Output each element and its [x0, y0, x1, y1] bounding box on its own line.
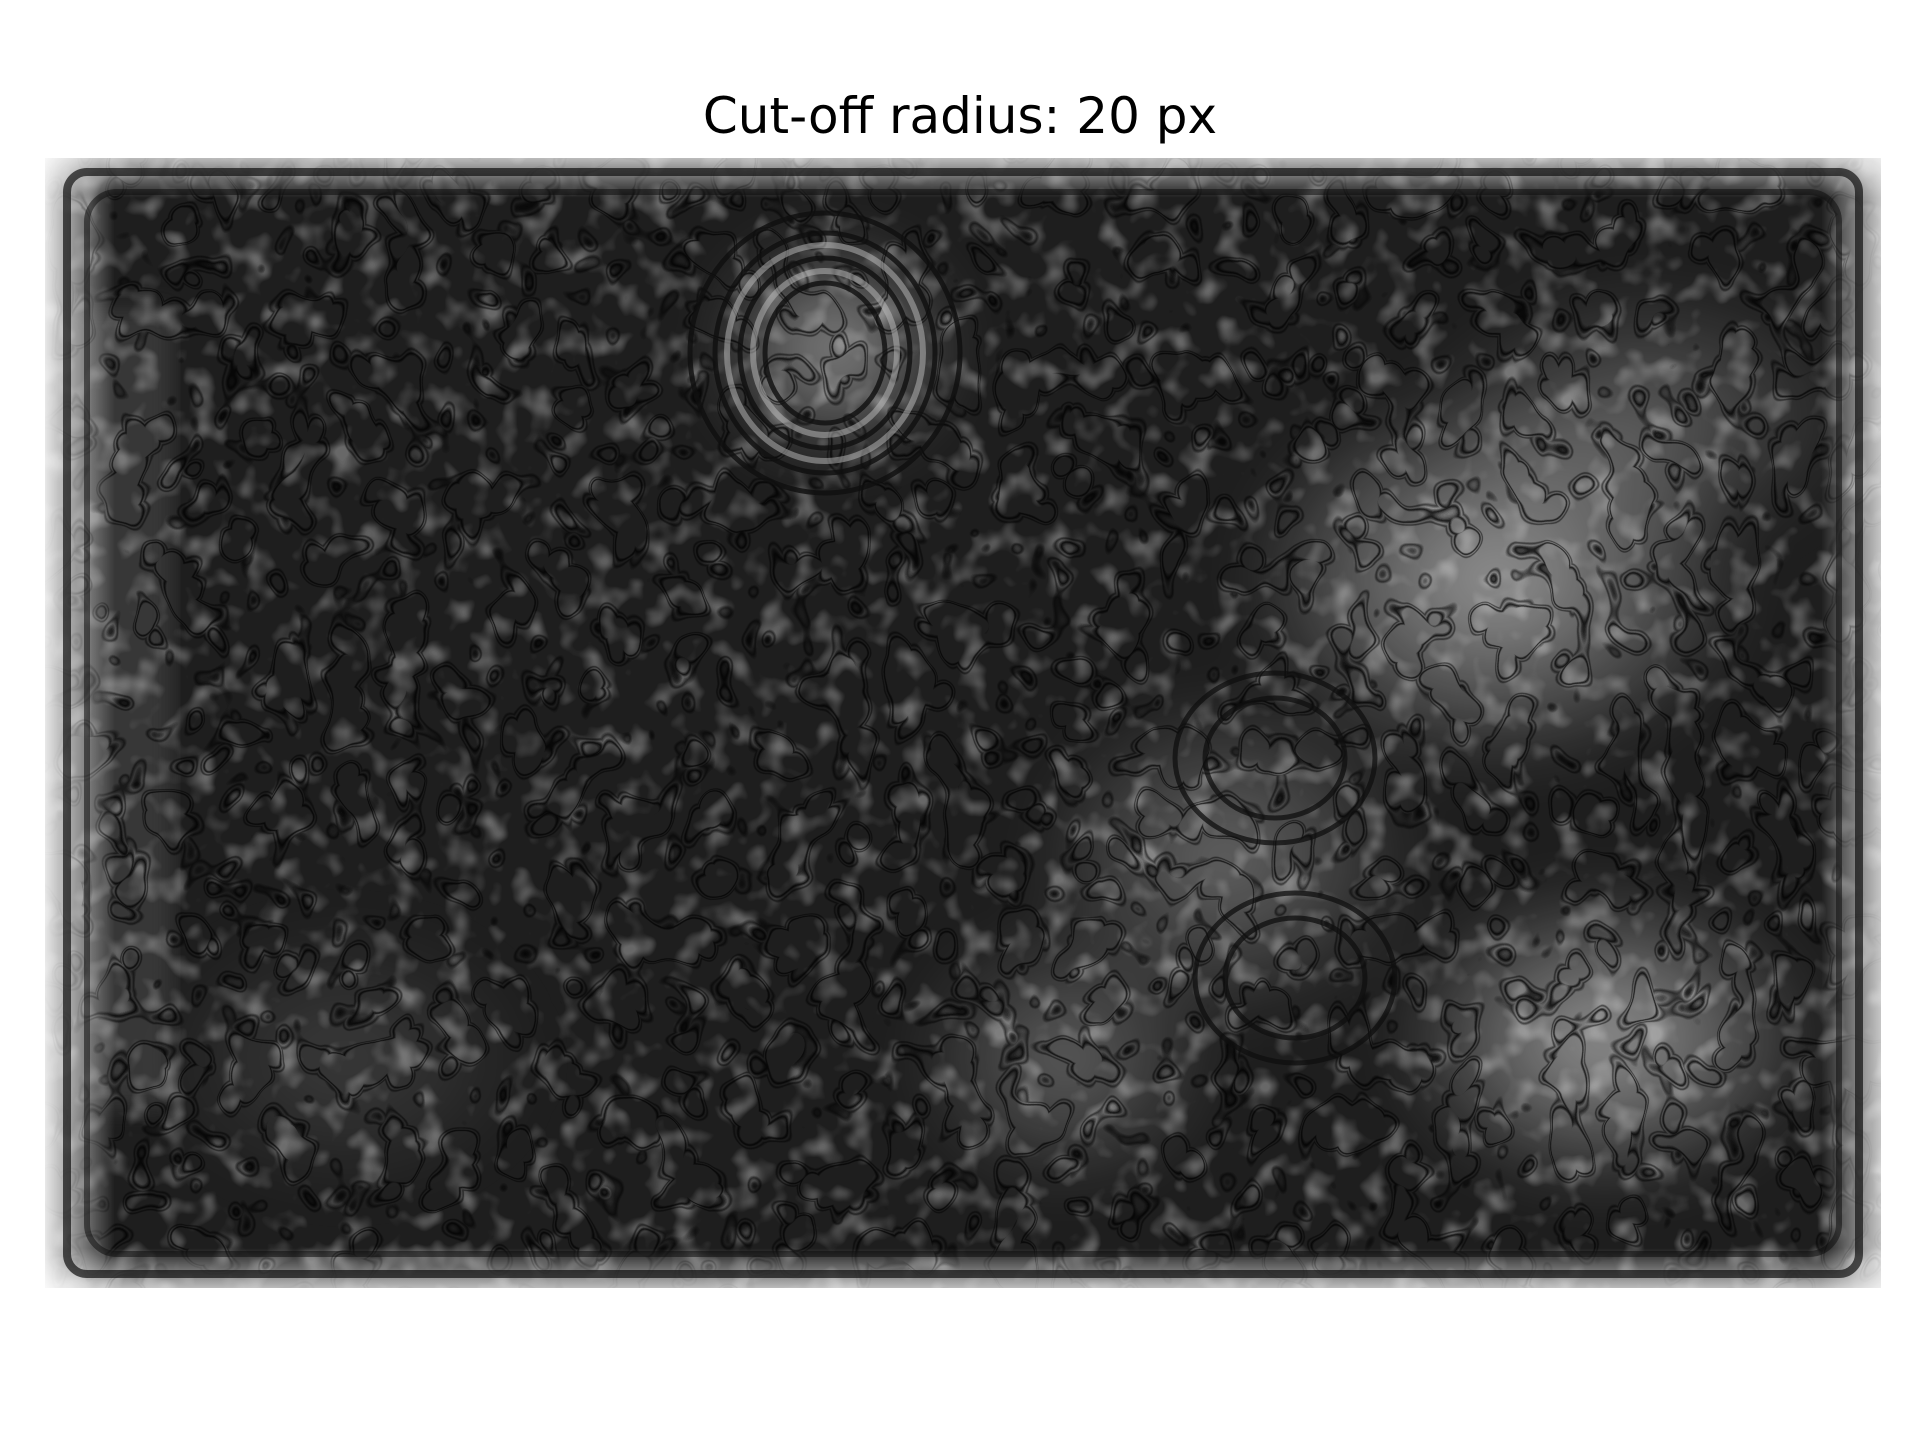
figure-title: Cut-off radius: 20 px: [702, 87, 1218, 145]
filtered-image: [45, 158, 1881, 1288]
moon-rings: [687, 210, 963, 496]
